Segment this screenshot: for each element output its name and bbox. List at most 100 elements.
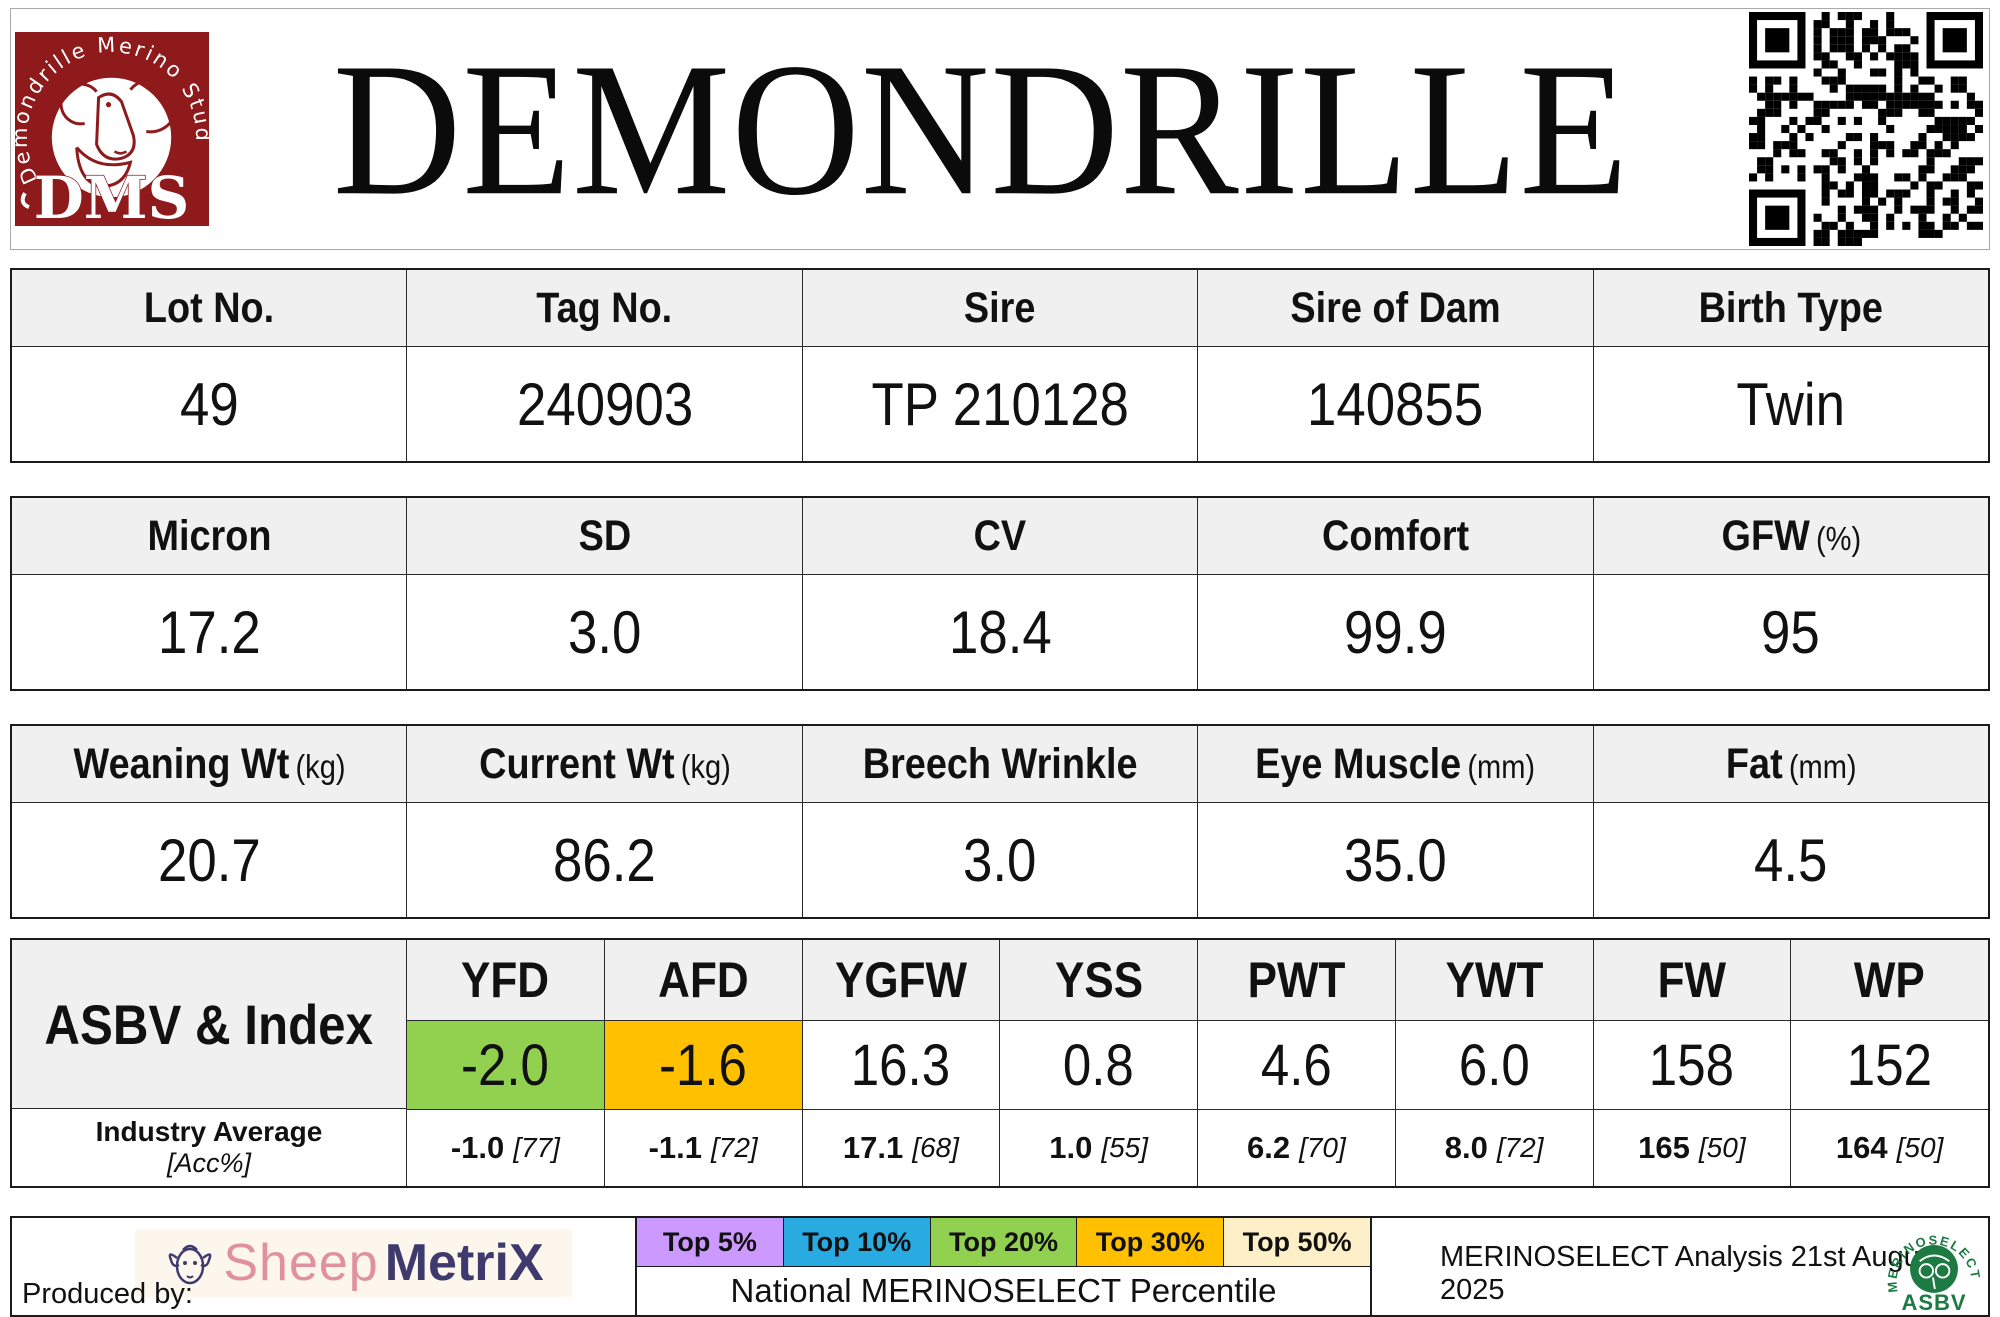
column-value: 240903: [516, 370, 693, 438]
header-label: Breech Wrinkle: [862, 739, 1138, 788]
stud-name: DEMONDRILLE: [332, 23, 1630, 235]
column-header: Current Wt (kg): [407, 726, 802, 803]
asbv-industry-average: 17.1 [68]: [802, 1109, 1000, 1186]
column-value: Twin: [1736, 370, 1846, 438]
column-weaning-wt: Weaning Wt (kg) 20.7: [12, 726, 407, 917]
header-label: Eye Muscle: [1255, 739, 1462, 788]
footer-produced-by-cell: Sheep MetriX Produced by:: [12, 1218, 635, 1315]
header-unit: (kg): [295, 747, 346, 785]
qr-code-icon: [1749, 12, 1983, 246]
merinoselect-asbv-icon: MERINOSELECT ASBV: [1884, 1233, 1981, 1316]
asbv-column-yss: YSS 0.8 1.0 [55]: [999, 940, 1197, 1186]
asbv-header: YFD: [407, 940, 604, 1021]
asbv-industry-average: 1.0 [55]: [1000, 1109, 1197, 1186]
legend-label: Top 5%: [662, 1226, 757, 1257]
column-header: Weaning Wt (kg): [12, 726, 407, 803]
column-value: 18.4: [948, 598, 1052, 666]
asbv-column-yfd: YFD -2.0 -1.0 [77]: [406, 940, 604, 1186]
asbv-row-label-column: ASBV & Index Industry Average [Acc%]: [12, 940, 406, 1186]
column-header: Tag No.: [407, 270, 802, 347]
asbv-value: 158: [1593, 1021, 1791, 1109]
legend-top5: Top 5%: [637, 1218, 783, 1266]
asbv-industry-average: 165 [50]: [1593, 1109, 1791, 1186]
legend-label: Top 30%: [1095, 1226, 1205, 1257]
legend-label: Top 50%: [1242, 1226, 1352, 1257]
column-header: Sire: [802, 270, 1198, 347]
column-header: Comfort: [1198, 498, 1593, 575]
header-unit: (mm): [1788, 747, 1857, 785]
asbv-value: 0.8: [1000, 1021, 1197, 1109]
accuracy-value: [72]: [1496, 1132, 1544, 1163]
column-value: 3.0: [963, 826, 1037, 894]
asbv-column-afd: AFD -1.6 -1.1 [72]: [603, 940, 802, 1186]
legend-top30: Top 30%: [1076, 1218, 1224, 1266]
asbv-value: -1.6: [604, 1021, 802, 1109]
asbv-column-ygfw: YGFW 16.3 17.1 [68]: [801, 940, 1000, 1186]
column-header: Sire of Dam: [1198, 270, 1593, 347]
column-header: GFW (%): [1593, 498, 1989, 575]
header: Demondrille Merino Stud DMS DEMONDRILLE: [10, 8, 1990, 250]
header-label: Sire of Dam: [1290, 283, 1501, 332]
column-header: Breech Wrinkle: [802, 726, 1198, 803]
column-lot-no: Lot No. 49: [12, 270, 407, 461]
asbv-header: AFD: [604, 940, 802, 1021]
asbv-value: -2.0: [407, 1021, 604, 1109]
stud-logo-initials: DMS: [34, 164, 190, 226]
legend-top10: Top 10%: [782, 1218, 930, 1266]
column-header: Fat (mm): [1593, 726, 1989, 803]
produced-by-label: Produced by:: [22, 1278, 193, 1310]
asbv-value: 16.3: [802, 1021, 1000, 1109]
header-label: Current Wt: [478, 739, 675, 788]
header-unit: (%): [1815, 519, 1861, 557]
analysis-date-note: MERINOSELECT Analysis 21st August 2025: [1440, 1241, 1943, 1306]
column-sire-of-dam: Sire of Dam 140855: [1197, 270, 1593, 461]
column-micron: Micron 17.2: [12, 498, 407, 689]
column-value: TP 210128: [871, 370, 1129, 438]
sheepmetrix-word-metrix: MetriX: [384, 1233, 544, 1292]
column-fat: Fat (mm) 4.5: [1592, 726, 1989, 917]
page-title: DEMONDRILLE: [215, 34, 1747, 224]
asbv-industry-average: 164 [50]: [1791, 1109, 1988, 1186]
column-value: 140855: [1307, 370, 1484, 438]
sheep-head-icon: [168, 1244, 212, 1284]
merinoselect-asbv-text: ASBV: [1901, 1290, 1966, 1313]
asbv-header: PWT: [1198, 940, 1395, 1021]
asbv-value: 4.6: [1198, 1021, 1395, 1109]
asbv-column-wp: WP 152 164 [50]: [1790, 940, 1988, 1186]
industry-average-acc-note: [Acc%]: [166, 1147, 252, 1178]
column-value: 3.0: [567, 598, 642, 666]
column-header: SD: [407, 498, 802, 575]
column-eye-muscle: Eye Muscle (mm) 35.0: [1197, 726, 1593, 917]
asbv-column-ywt: YWT 6.0 8.0 [72]: [1394, 940, 1593, 1186]
legend-caption: National MERINOSELECT Percentile: [730, 1272, 1277, 1309]
accuracy-value: [50]: [1698, 1132, 1746, 1163]
column-value: 99.9: [1344, 598, 1447, 666]
asbv-row-label: ASBV & Index: [12, 940, 406, 1108]
header-unit: (kg): [680, 747, 731, 785]
accuracy-value: [72]: [710, 1132, 758, 1163]
asbv-column-pwt: PWT 4.6 6.2 [70]: [1197, 940, 1395, 1186]
stud-logo-icon: Demondrille Merino Stud DMS: [15, 32, 209, 226]
asbv-value: 6.0: [1395, 1021, 1593, 1109]
column-value: 95: [1761, 598, 1821, 666]
asbv-header: FW: [1593, 940, 1791, 1021]
footer: Sheep MetriX Produced by: Top 5% Top 10% …: [10, 1216, 1990, 1317]
column-header: Micron: [12, 498, 407, 575]
column-value: 4.5: [1754, 826, 1828, 894]
legend-top20: Top 20%: [929, 1218, 1077, 1266]
column-current-wt: Current Wt (kg) 86.2: [406, 726, 802, 917]
industry-avg-value: 164: [1835, 1130, 1888, 1165]
header-label: Sire: [964, 283, 1036, 332]
header-label: Fat: [1725, 739, 1783, 788]
asbv-header: WP: [1791, 940, 1988, 1021]
industry-avg-value: -1.0: [450, 1130, 505, 1165]
industry-avg-value: -1.1: [648, 1130, 702, 1165]
header-label: GFW: [1721, 511, 1810, 560]
column-header: Eye Muscle (mm): [1198, 726, 1593, 803]
percentile-legend-cell: Top 5% Top 10% Top 20% Top 30% Top 50% N…: [635, 1218, 1372, 1315]
accuracy-value: [68]: [912, 1132, 959, 1163]
column-sire: Sire TP 210128: [801, 270, 1198, 461]
header-unit: (mm): [1467, 747, 1536, 785]
asbv-header: YGFW: [802, 940, 1000, 1021]
